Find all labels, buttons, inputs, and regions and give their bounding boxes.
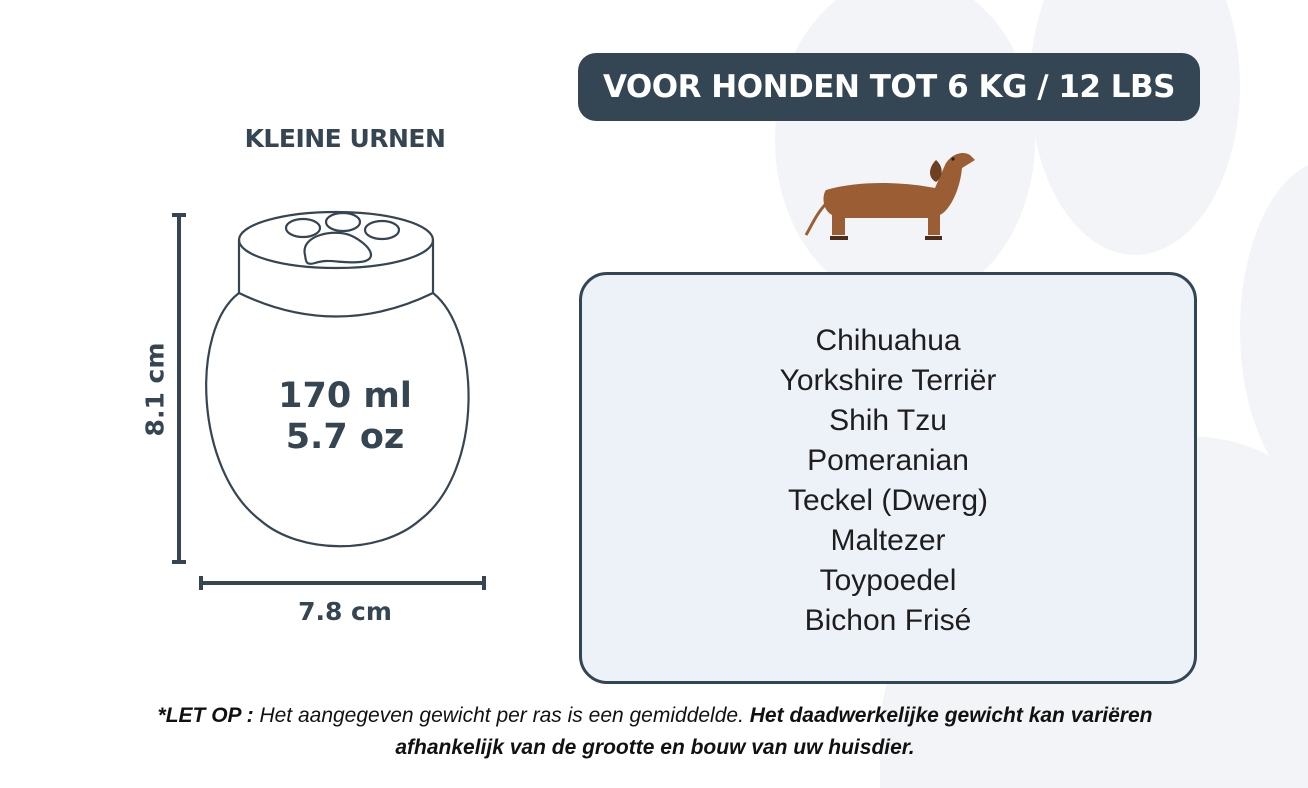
volume-oz: 5.7 oz	[285, 417, 405, 457]
note-text: Het aangegeven gewicht per ras is een ge…	[253, 704, 750, 727]
breed-item: Yorkshire Terriër	[779, 364, 997, 397]
breed-item: Pomeranian	[807, 444, 969, 477]
breed-list: Chihuahua Yorkshire Terriër Shih Tzu Pom…	[579, 272, 1197, 684]
breed-item: Bichon Frisé	[804, 604, 972, 637]
urn-width-label: 7.8 cm	[298, 597, 392, 626]
paw-urn-icon	[172, 210, 486, 590]
dachshund-icon	[804, 153, 975, 240]
note-prefix: *LET OP :	[157, 704, 254, 727]
urn-height-label: 8.1 cm	[140, 342, 170, 437]
weight-range-title: VOOR HONDEN TOT 6 KG / 12 LBS	[578, 53, 1200, 121]
breed-item: Chihuahua	[815, 324, 961, 357]
breed-item: Shih Tzu	[829, 404, 947, 437]
breed-item: Toypoedel	[819, 564, 957, 597]
breed-item: Teckel (Dwerg)	[787, 484, 989, 517]
urn-size-subtitle: KLEINE URNEN	[244, 124, 446, 153]
breed-item: Maltezer	[830, 524, 946, 557]
volume-ml: 170 ml	[278, 376, 412, 416]
disclaimer-note: *LET OP : Het aangegeven gewicht per ras…	[150, 700, 1160, 764]
note-bold-text: Het daadwerkelijke gewicht kan variëren …	[395, 704, 1153, 759]
urn-volume: 170 ml 5.7 oz	[250, 376, 440, 458]
